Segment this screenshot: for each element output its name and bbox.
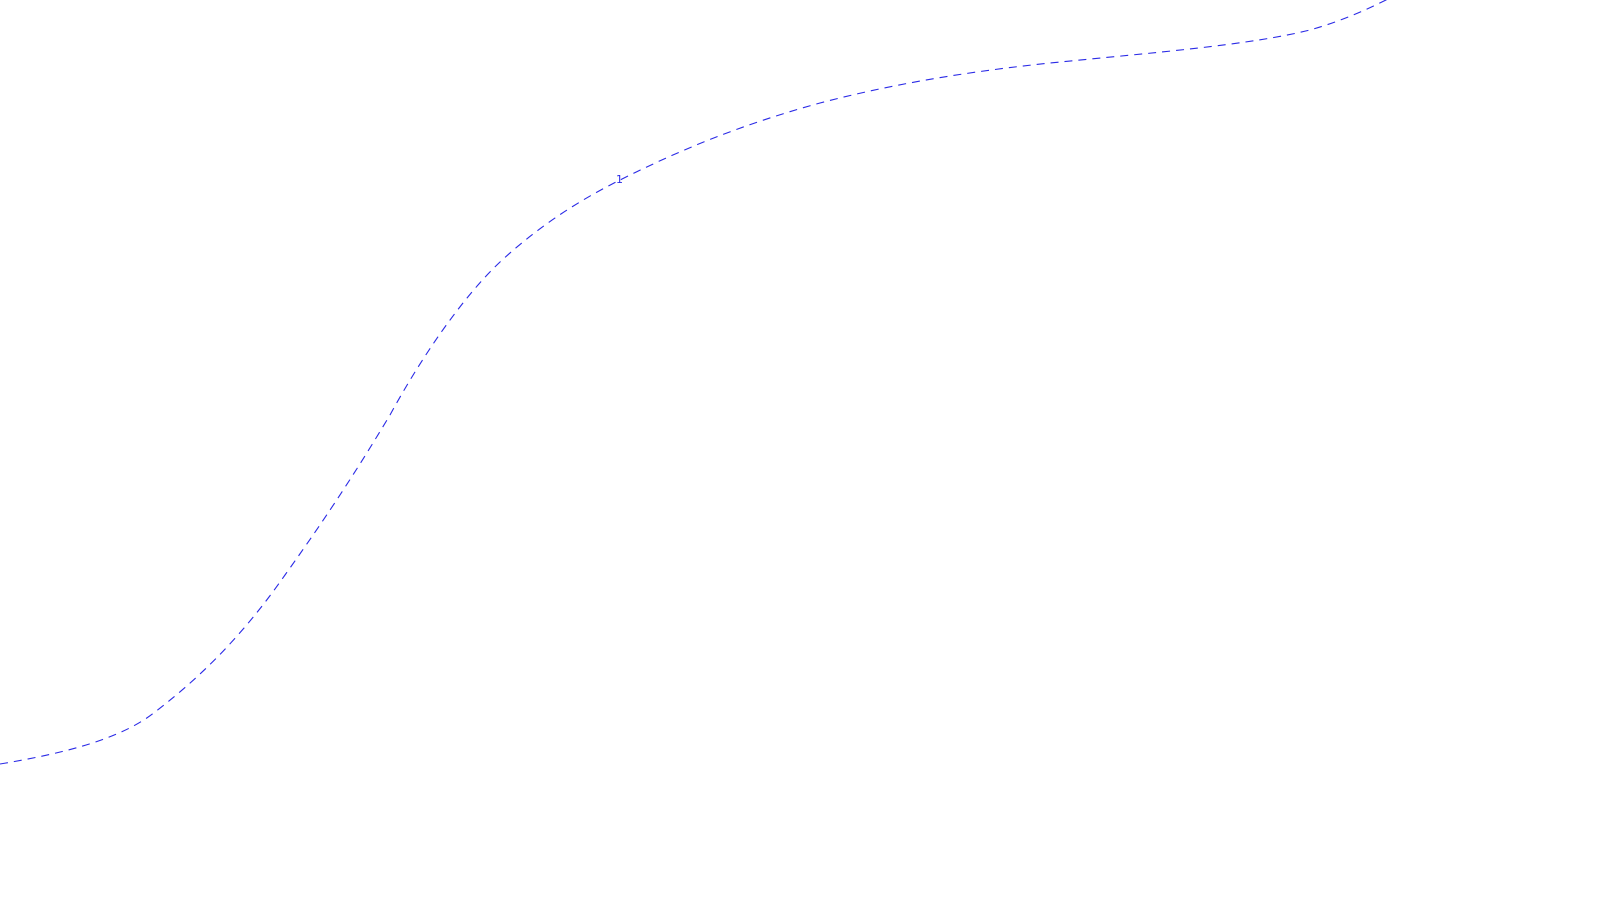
- boundary-label: 1: [616, 173, 623, 186]
- dashed-boundary-line: [0, 0, 1388, 765]
